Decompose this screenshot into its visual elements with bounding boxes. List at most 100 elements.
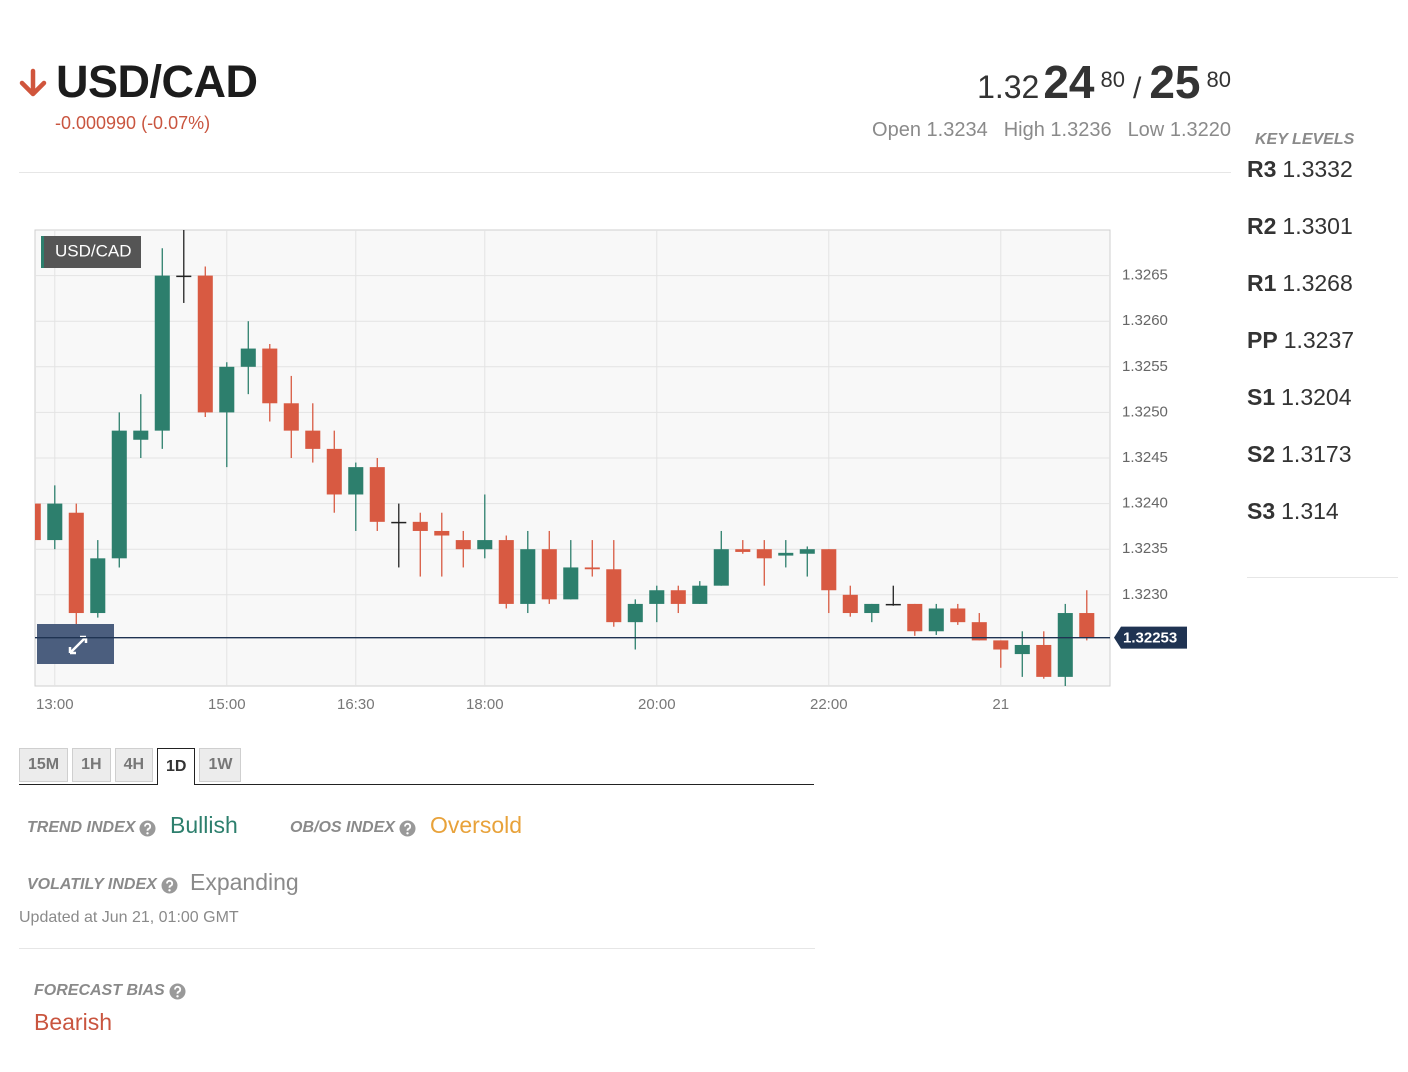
candle-body — [455, 540, 471, 550]
candle-body — [262, 348, 278, 404]
candle-body — [283, 403, 299, 431]
help-icon-glyph[interactable] — [403, 822, 411, 831]
y-tick-label: 1.3250 — [1122, 403, 1168, 420]
x-tick-label: 15:00 — [208, 696, 246, 713]
stat-label: Open — [872, 119, 921, 141]
candle-body — [821, 549, 837, 591]
help-icon-dot[interactable] — [175, 994, 179, 997]
forecast-label: FORECAST BIAS — [34, 982, 186, 1000]
key-level: S1 1.3204 — [1247, 384, 1352, 411]
help-icon[interactable] — [399, 820, 416, 837]
key-level-name: PP — [1247, 327, 1278, 353]
candle-body — [520, 549, 536, 604]
forecast-label-text: FORECAST BIAS — [34, 982, 165, 999]
candle-body — [197, 275, 213, 413]
stat-label: High — [1003, 119, 1045, 141]
indicator-label-text: TREND INDEX — [27, 819, 136, 836]
candle-body — [799, 549, 815, 554]
key-level-value: 1.3268 — [1282, 270, 1353, 296]
candle-body — [756, 549, 772, 559]
stats: Open 1.3234 High 1.3236 Low 1.3220 — [872, 119, 1231, 142]
candle-body — [348, 467, 364, 495]
candle-body — [47, 503, 63, 541]
help-icon[interactable] — [139, 820, 156, 837]
price-separator: / — [1133, 72, 1142, 105]
candles — [35, 230, 1095, 686]
timeframe-tab[interactable]: 15M — [19, 748, 69, 782]
stat-value: 1.3236 — [1050, 119, 1112, 141]
indicator-label: VOLATILY INDEX — [27, 876, 178, 894]
timeframe-tab[interactable]: 1W — [199, 748, 242, 782]
expand-icon[interactable] — [68, 635, 88, 655]
key-level: S2 1.3173 — [1247, 441, 1352, 468]
timeframe-tab[interactable]: 4H — [114, 748, 154, 782]
timeframe-tab[interactable]: 1D — [157, 748, 196, 785]
candle-body — [778, 552, 794, 556]
y-tick-label: 1.3265 — [1122, 267, 1168, 284]
timeframe-tab[interactable]: 1H — [72, 748, 111, 782]
candle-body — [326, 448, 342, 495]
key-level: R1 1.3268 — [1247, 270, 1353, 297]
indicator-label-text: VOLATILY INDEX — [27, 876, 157, 893]
candle-body — [240, 348, 256, 367]
candle-body — [907, 603, 923, 632]
stat: Low 1.3220 — [1128, 119, 1231, 142]
candle-body — [154, 275, 170, 431]
candle-body — [842, 594, 858, 614]
x-tick-label: 18:00 — [466, 696, 504, 713]
candle-body — [649, 590, 665, 604]
key-level-value: 1.314 — [1281, 498, 1339, 524]
candle-body — [950, 608, 966, 623]
x-tick-label: 22:00 — [810, 696, 848, 713]
help-icon-glyph[interactable] — [144, 822, 152, 831]
candlestick-chart: USD/CAD 1.3230 1.3235 1.3240 1.3245 1.3250 1.… — [34, 229, 1187, 713]
expand-button[interactable] — [37, 624, 114, 664]
help-icon-dot[interactable] — [168, 888, 171, 891]
key-level: R3 1.3332 — [1247, 156, 1353, 183]
y-tick-label: 1.3255 — [1122, 358, 1168, 375]
y-tick-label: 1.3245 — [1122, 449, 1168, 466]
x-tick-label: 16:30 — [337, 696, 375, 713]
y-tick-label: 1.3235 — [1122, 540, 1168, 557]
down-arrow-icon — [19, 68, 47, 97]
help-icon[interactable] — [169, 983, 186, 1000]
help-icon-glyph[interactable] — [165, 879, 173, 888]
candle-body — [584, 567, 600, 570]
price: 1.32 24 80 / 25 80 — [977, 55, 1231, 109]
candle-body — [713, 549, 729, 586]
indicator-value: Expanding — [190, 869, 299, 895]
forecast-value: Bearish — [34, 1009, 112, 1035]
help-icon[interactable] — [161, 877, 178, 894]
candle-body — [111, 430, 127, 559]
candle-body — [993, 640, 1009, 650]
last-price-badge — [1114, 626, 1187, 649]
candle-body — [864, 603, 880, 614]
indicator-value: Oversold — [430, 812, 523, 838]
ask-big: 25 — [1149, 56, 1201, 108]
help-icon-glyph[interactable] — [173, 985, 181, 994]
symbol-badge — [41, 236, 141, 268]
key-levels-title: KEY LEVELS — [1255, 131, 1355, 148]
expand-button-bg[interactable] — [37, 624, 114, 664]
candle-body — [369, 467, 385, 522]
stat: Open 1.3234 — [872, 119, 988, 142]
key-level: S3 1.314 — [1247, 498, 1339, 525]
change: -0.000990 (-0.07%) — [55, 113, 211, 133]
indicator-label: TREND INDEX — [27, 819, 156, 837]
key-level-name: S1 — [1247, 384, 1276, 410]
candle-body — [1057, 613, 1073, 677]
candle-body — [541, 549, 557, 600]
key-level-value: 1.3204 — [1281, 384, 1352, 410]
candle-body — [305, 430, 321, 449]
help-icon-dot[interactable] — [406, 831, 409, 834]
key-level-value: 1.3237 — [1283, 327, 1355, 353]
x-tick-label: 20:00 — [638, 696, 676, 713]
candle-body — [627, 603, 643, 623]
overlay: USD/CAD — [37, 236, 141, 664]
key-level-value: 1.3173 — [1281, 441, 1352, 467]
chart-title: USD/CAD — [55, 241, 132, 260]
help-icon-dot[interactable] — [146, 831, 150, 834]
candle-body — [219, 366, 235, 413]
key-level-value: 1.3301 — [1282, 213, 1353, 239]
candle-body — [971, 622, 987, 641]
